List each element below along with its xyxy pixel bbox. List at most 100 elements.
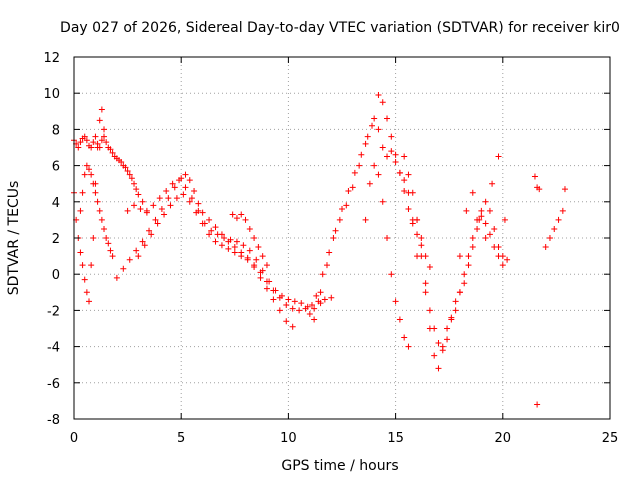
data-point — [193, 209, 200, 216]
data-point — [88, 171, 95, 178]
data-point — [482, 198, 489, 205]
data-point — [351, 169, 358, 176]
data-point — [306, 311, 313, 318]
data-point — [86, 298, 93, 305]
series-track-c — [77, 162, 116, 260]
data-point — [369, 122, 376, 129]
data-point — [401, 187, 408, 194]
y-tick-label: -8 — [47, 413, 60, 428]
data-point — [79, 189, 86, 196]
data-point — [167, 202, 174, 209]
data-point — [435, 339, 442, 346]
series-track-f — [135, 191, 296, 330]
data-point — [465, 262, 472, 269]
y-axis-label: SDTVAR / TECUs — [6, 181, 22, 296]
data-point — [272, 287, 279, 294]
data-point — [311, 305, 318, 312]
data-point — [109, 253, 116, 260]
chart-title: Day 027 of 2026, Sidereal Day-to-day VTE… — [60, 20, 620, 36]
data-point — [169, 180, 176, 187]
data-point — [426, 307, 433, 314]
data-point — [107, 247, 114, 254]
data-point — [317, 300, 324, 307]
data-point — [214, 231, 221, 238]
data-point — [469, 235, 476, 241]
axis-ticks — [73, 56, 611, 420]
data-point — [199, 209, 206, 216]
data-point — [469, 244, 476, 251]
data-point — [75, 144, 82, 151]
data-point — [358, 151, 365, 158]
data-point — [283, 301, 290, 308]
data-point — [103, 235, 110, 241]
data-point — [255, 244, 262, 251]
data-point — [126, 171, 133, 178]
data-point — [276, 307, 283, 314]
data-point — [101, 126, 108, 133]
data-point — [83, 137, 90, 144]
data-point — [330, 235, 337, 241]
data-point — [139, 198, 146, 205]
data-point — [81, 276, 88, 283]
data-point — [86, 166, 93, 173]
series-track-j — [362, 162, 412, 350]
data-point — [259, 267, 266, 274]
data-point — [371, 162, 378, 169]
data-point — [435, 365, 442, 372]
data-point — [124, 168, 131, 175]
data-point — [478, 213, 485, 220]
data-point — [173, 195, 180, 202]
data-point — [336, 216, 343, 223]
data-point — [126, 256, 133, 263]
data-point — [482, 235, 489, 241]
data-point — [384, 235, 391, 241]
data-point — [94, 198, 101, 205]
data-point — [133, 186, 140, 193]
data-point — [384, 153, 391, 160]
data-point — [96, 117, 103, 124]
y-tick-label: -6 — [47, 377, 60, 392]
data-point — [379, 198, 386, 205]
data-point — [92, 189, 99, 196]
data-point — [319, 271, 326, 278]
data-point — [461, 271, 468, 278]
data-point — [401, 177, 408, 184]
data-point — [418, 242, 425, 249]
data-point — [103, 139, 110, 146]
data-point — [317, 289, 324, 296]
data-point — [83, 162, 90, 169]
data-point — [81, 171, 88, 178]
data-point — [278, 292, 285, 299]
data-point — [81, 133, 88, 140]
data-point — [418, 235, 425, 241]
data-point — [448, 314, 455, 321]
y-tick-label: 0 — [52, 268, 60, 283]
data-point — [263, 262, 270, 269]
data-point — [101, 225, 108, 232]
x-tick-label: 15 — [387, 431, 404, 446]
data-point — [379, 144, 386, 151]
x-tick-label: 10 — [280, 431, 297, 446]
data-point — [246, 247, 253, 254]
data-point — [135, 253, 142, 260]
data-point — [296, 307, 303, 314]
data-point — [118, 158, 125, 165]
data-point — [476, 216, 483, 223]
data-point — [384, 115, 391, 122]
data-point — [246, 225, 253, 232]
data-point — [311, 316, 318, 323]
data-point — [131, 202, 138, 209]
data-point — [105, 240, 112, 247]
data-point — [259, 253, 266, 260]
data-point — [92, 133, 99, 140]
data-point — [561, 186, 568, 193]
data-point — [156, 195, 163, 202]
data-point — [375, 92, 382, 99]
data-point — [227, 236, 234, 243]
data-point — [304, 303, 311, 310]
data-point — [131, 180, 138, 187]
data-point — [555, 216, 562, 223]
data-point — [461, 280, 468, 287]
data-point — [414, 231, 421, 238]
data-point — [343, 202, 350, 209]
